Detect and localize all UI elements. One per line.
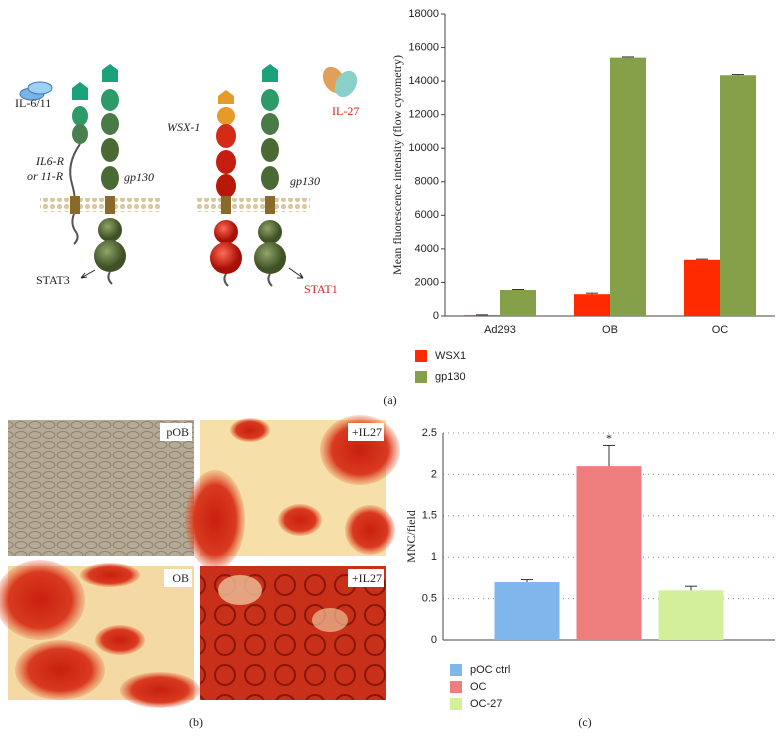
diagram-label: IL6-R xyxy=(35,154,65,168)
legend-swatch xyxy=(415,371,427,383)
diagram-label: IL-27 xyxy=(332,104,359,118)
x-tick-label: OB xyxy=(602,324,618,336)
bar xyxy=(576,466,642,640)
receptor-diagram: IL-6/11 IL6-R or 11-R gp130 STAT3 WSX-1 … xyxy=(15,64,359,296)
image-label: pOB xyxy=(166,425,189,439)
diagram-label: STAT1 xyxy=(304,282,338,296)
panel-label: (b) xyxy=(189,715,203,729)
panel-label: (c) xyxy=(578,715,591,729)
legend-label: OC xyxy=(470,681,487,693)
diagram-label: gp130 xyxy=(290,174,320,188)
y-tick-label: 12000 xyxy=(408,109,439,121)
bar xyxy=(684,259,720,316)
legend-swatch xyxy=(415,350,427,362)
diagram-label: or 11-R xyxy=(27,169,64,183)
diagram-label: gp130 xyxy=(124,170,154,184)
y-tick-label: 0 xyxy=(431,634,437,646)
bar xyxy=(658,590,724,640)
y-tick-label: 1.5 xyxy=(422,510,437,522)
y-tick-label: 18000 xyxy=(408,8,439,20)
bar xyxy=(610,57,646,316)
y-tick-label: 1 xyxy=(431,551,437,563)
diagram-label: IL-6/11 xyxy=(15,96,51,110)
image-label: +IL27 xyxy=(352,425,382,439)
x-tick-label: OC xyxy=(712,324,729,336)
y-tick-label: 2 xyxy=(431,468,437,480)
legend-swatch xyxy=(450,681,462,693)
annotation: * xyxy=(606,431,612,445)
y-axis-label: MNC/field xyxy=(404,510,418,563)
bar xyxy=(574,294,610,316)
y-tick-label: 0.5 xyxy=(422,593,437,605)
legend-swatch xyxy=(450,664,462,676)
y-tick-label: 16000 xyxy=(408,41,439,53)
legend-swatch xyxy=(450,698,462,710)
y-tick-label: 8000 xyxy=(415,176,439,188)
y-tick-label: 6000 xyxy=(415,209,439,221)
image-label: OB xyxy=(172,571,189,585)
legend-label: OC-27 xyxy=(470,698,502,710)
y-tick-label: 2000 xyxy=(415,276,439,288)
diagram-label: STAT3 xyxy=(36,273,70,287)
y-axis-label: Mean fluorescence intensity (flow cytome… xyxy=(390,55,404,275)
x-tick-label: Ad293 xyxy=(484,324,516,336)
micrographs: pOB +IL27 OB +IL27 xyxy=(0,415,400,708)
legend-label: pOC ctrl xyxy=(470,664,510,676)
bar xyxy=(500,289,536,316)
y-tick-label: 10000 xyxy=(408,142,439,154)
image-label: +IL27 xyxy=(352,571,382,585)
diagram-label: WSX-1 xyxy=(167,120,200,134)
bar xyxy=(720,75,756,316)
legend-label: gp130 xyxy=(435,371,466,383)
y-tick-label: 4000 xyxy=(415,243,439,255)
y-tick-label: 2.5 xyxy=(422,427,437,439)
panel-label: (a) xyxy=(383,393,396,407)
y-tick-label: 14000 xyxy=(408,75,439,87)
bar xyxy=(464,315,500,316)
legend-label: WSX1 xyxy=(435,350,466,362)
y-tick-label: 0 xyxy=(433,310,439,322)
bar xyxy=(494,582,560,640)
